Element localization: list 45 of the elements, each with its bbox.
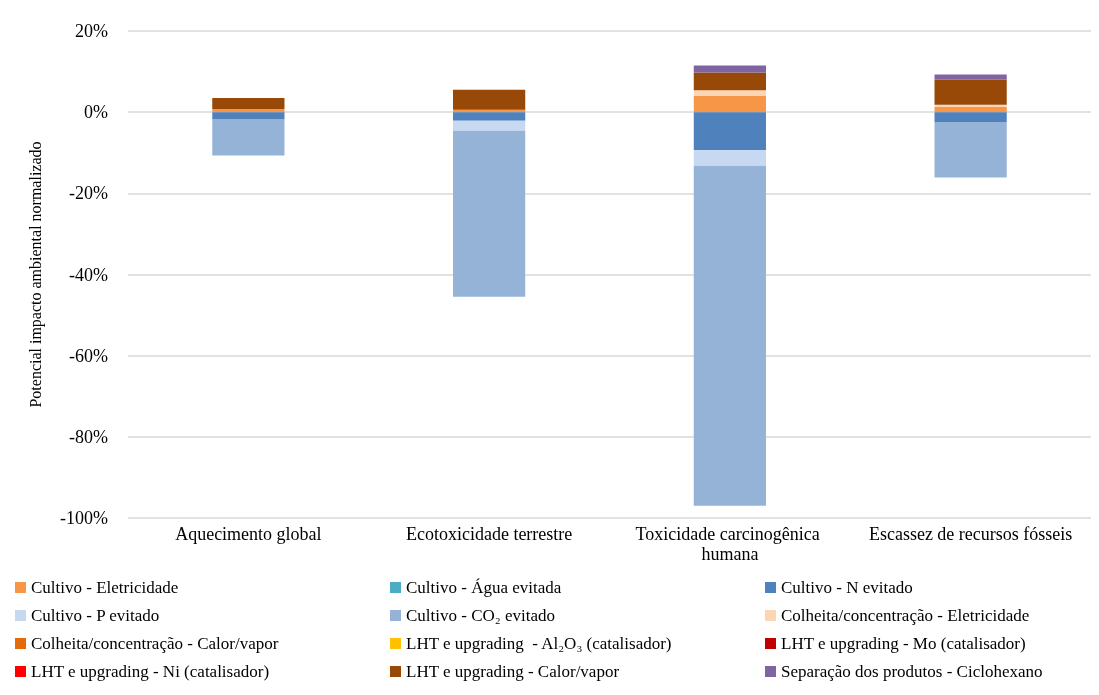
bar [693,150,766,166]
bar [934,112,1007,122]
bar [934,121,1007,178]
bar [693,65,766,73]
legend-label: Cultivo - P evitado [31,606,160,625]
y-tick-label: -80% [69,426,108,447]
y-tick-label: -100% [60,508,108,528]
bar [212,97,285,109]
bar [934,79,1007,105]
legend-label: LHT e upgrading - Mo (catalisador) [781,634,1026,653]
bar [693,112,766,151]
bar [934,74,1007,80]
bar [693,95,766,113]
legend-label: Separação dos produtos - Ciclohexano [781,662,1043,681]
bar [453,120,526,131]
y-tick-label: -60% [69,345,108,366]
bar [212,112,285,120]
y-tick-label: 20% [75,21,108,41]
bar [453,89,526,110]
legend-label: Cultivo - CO₂ evitado [406,606,555,625]
legend-label: LHT e upgrading - Ni (catalisador) [31,662,270,681]
bar [934,104,1007,107]
y-tick-label: 0% [84,102,108,123]
bar [453,112,526,121]
bar [693,90,766,96]
legend-label: Cultivo - Eletricidade [31,578,179,597]
y-tick-label: -40% [69,264,108,285]
legend-label: LHT e upgrading - Calor/vapor [406,662,620,681]
legend-label: Cultivo - Água evitada [406,578,562,597]
legend-label: Colheita/concentração - Eletricidade [781,606,1030,625]
bar [693,72,766,91]
x-tick-label: Toxicidade carcinogênica humana [635,524,825,564]
legend-label: Cultivo - N evitado [781,578,913,597]
legend-label: Colheita/concentração - Calor/vapor [31,634,279,653]
y-tick-label: -20% [69,183,108,204]
y-axis-title: Potencial impacto ambiental normalizado [26,141,45,408]
legend-label: LHT e upgrading - Al₂O₃ (catalisador) [406,634,672,653]
bar [212,119,285,156]
bar [212,108,285,113]
bar [693,165,766,506]
bar [934,106,1007,113]
bar [453,130,526,297]
x-tick-label: Escassez de recursos fósseis [868,524,1073,544]
x-tick-label: Aquecimento global [175,524,322,544]
x-tick-label: Ecotoxicidade terrestre [405,524,573,544]
